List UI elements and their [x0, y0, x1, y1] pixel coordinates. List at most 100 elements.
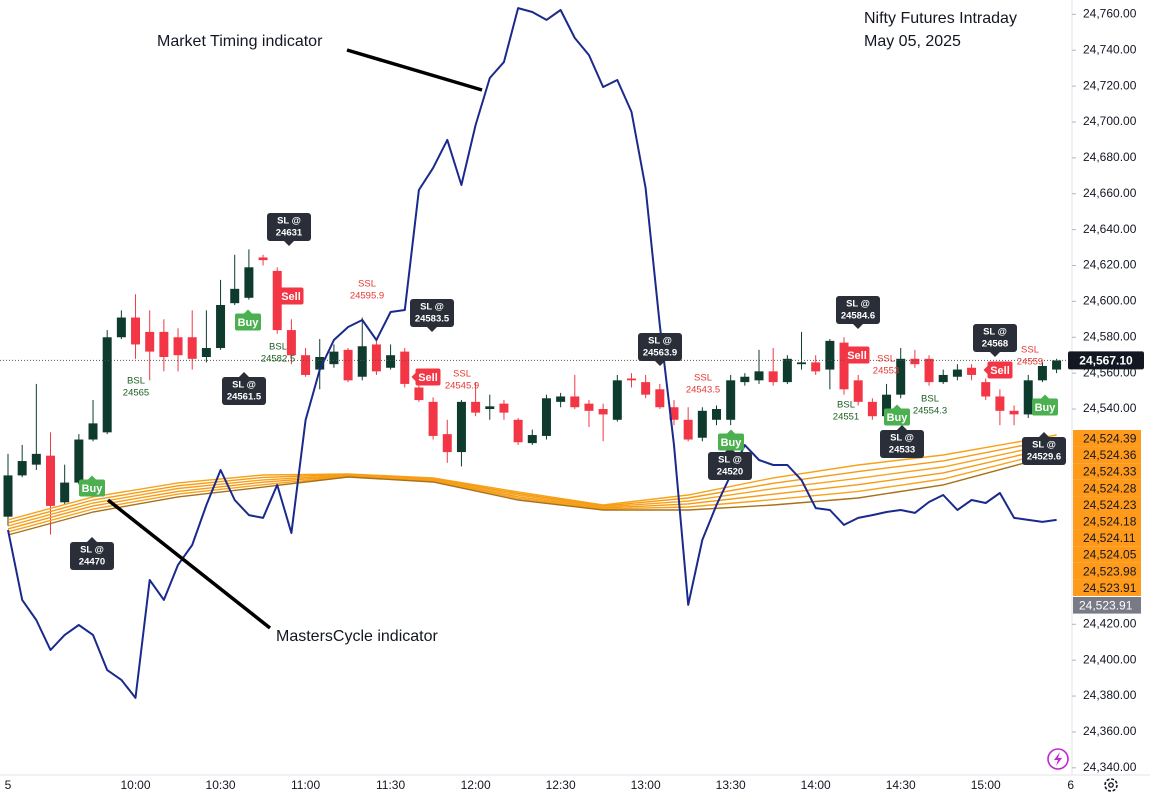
signal-sl: SL @24583.5 [410, 299, 454, 332]
sl-pointer [990, 352, 1000, 357]
ssl-text: 24559 [1017, 357, 1043, 368]
candle-body [513, 419, 523, 443]
sell-pointer [274, 292, 279, 300]
candle-body [272, 270, 282, 331]
candle-body [527, 435, 537, 444]
candle-body [88, 423, 98, 440]
bsl-text: 24582.5 [261, 354, 295, 365]
signal-sl: SL @24470 [70, 537, 114, 570]
sl-box [638, 333, 682, 361]
sl-text: 24520 [717, 467, 743, 478]
candle-body [641, 382, 651, 395]
candle-body [286, 330, 296, 356]
x-tick-label: 13:00 [631, 778, 661, 792]
candle-body [839, 342, 849, 390]
sl-text: 24533 [889, 445, 915, 456]
x-tick-label: 14:30 [886, 778, 916, 792]
signal-sell: Sell [983, 361, 1013, 379]
buy-pointer [1041, 394, 1049, 399]
signal-sell: Sell [411, 368, 441, 386]
y-tick-label: 24,380.00 [1083, 688, 1137, 702]
sl-text: SL @ [1032, 440, 1056, 451]
sl-box [708, 452, 752, 480]
candle-body [428, 401, 438, 436]
candle-body [626, 378, 636, 381]
callout-arrow [346, 48, 483, 92]
x-tick-label: 11:00 [291, 778, 320, 792]
sl-text: SL @ [890, 433, 914, 444]
overlay-label-box [1073, 446, 1141, 464]
candle-body [924, 358, 934, 383]
overlay-label: 24,524.36 [1083, 448, 1137, 462]
overlay-label-box [1073, 546, 1141, 563]
overlay-label-box [1073, 562, 1141, 580]
sl-text: SL @ [80, 545, 104, 556]
candle-body [598, 409, 608, 415]
buy-box [718, 433, 744, 451]
band-line [7, 434, 1057, 521]
x-tick-label: 12:00 [461, 778, 491, 792]
x-tick-label: 11:30 [376, 778, 405, 792]
sl-text: 24529.6 [1027, 452, 1061, 463]
alert-icon[interactable] [1047, 748, 1069, 770]
settings-icon[interactable] [1104, 778, 1118, 792]
ssl-text: 24543.5 [686, 385, 720, 396]
band-line [7, 438, 1057, 524]
candle-body [1052, 360, 1062, 370]
candle-body [995, 396, 1005, 411]
candle-body [896, 358, 906, 395]
overlay-label: 24,524.39 [1083, 431, 1137, 445]
sl-text: SL @ [846, 299, 870, 310]
buy-pointer [88, 475, 96, 480]
bsl-text: 24565 [123, 388, 149, 399]
y-tick-label: 24,580.00 [1083, 329, 1137, 343]
sell-box [415, 368, 441, 386]
candle-body [1037, 365, 1047, 381]
candle-body [697, 410, 707, 438]
overlay-last-box [1073, 597, 1141, 614]
buy-box [79, 479, 105, 497]
signal-buy: Buy [718, 429, 744, 451]
ssl-text: SSL [877, 354, 895, 365]
buy-pointer [244, 309, 252, 314]
signal-buy: Buy [1032, 394, 1058, 416]
candle-body [201, 348, 211, 358]
candle-body [315, 357, 325, 370]
overlay-label: 24,524.23 [1083, 498, 1137, 512]
candle-body [541, 398, 551, 436]
ssl-text: SSL [694, 373, 712, 384]
x-tick-label: 14:00 [801, 778, 831, 792]
indicator-callout: MastersCycle indicator [276, 628, 439, 645]
candle-body [683, 419, 693, 440]
sl-box [70, 542, 114, 570]
sl-text: SL @ [983, 327, 1007, 338]
candle-body [400, 351, 410, 384]
buy-text: Buy [82, 483, 104, 495]
candle-body [853, 380, 863, 402]
overlay-label-box [1073, 496, 1141, 513]
candle-body [17, 461, 27, 476]
signal-sl: SL @24631 [267, 213, 311, 246]
y-tick-label: 24,680.00 [1083, 150, 1137, 164]
signal-sl: SL @24561.5 [222, 372, 266, 405]
candle-body [938, 374, 948, 383]
sl-text: 24470 [79, 557, 105, 568]
y-tick-label: 24,720.00 [1083, 78, 1137, 92]
candle-body [967, 367, 977, 375]
sl-box [880, 430, 924, 458]
signal-sl: SL @24529.6 [1022, 432, 1066, 465]
x-tick-label: 10:30 [206, 778, 236, 792]
settings-icon-hub [1108, 782, 1114, 788]
candle-body [145, 331, 155, 352]
x-tick-label: 6 [1067, 778, 1074, 792]
candle-body [655, 389, 665, 408]
candle-body [414, 387, 424, 401]
signal-sell: Sell [840, 346, 870, 364]
candle-body [442, 434, 452, 453]
candle-body [343, 349, 353, 381]
signal-sl: SL @24563.9 [638, 333, 682, 366]
